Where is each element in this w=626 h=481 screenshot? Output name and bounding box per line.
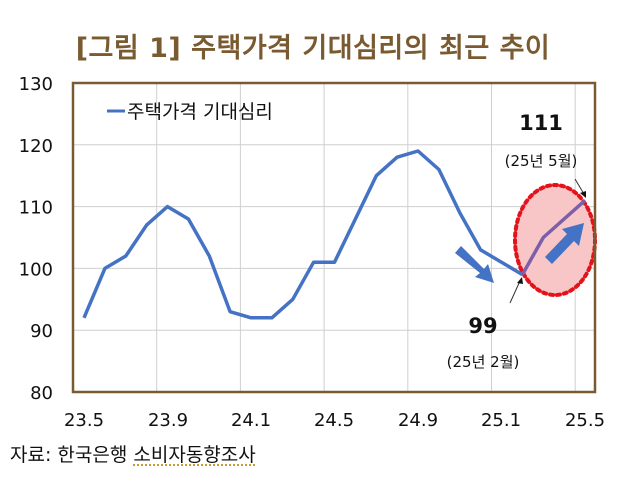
y-tick-label: 130 <box>19 74 53 95</box>
source-note: 자료: 한국은행 소비자동향조사 <box>10 440 256 467</box>
chart-title: [그림 1] 주택가격 기대심리의 최근 추이 <box>75 33 551 64</box>
low-value-label: 99 <box>468 314 497 338</box>
series-line-highlight <box>520 199 587 276</box>
legend: 주택가격 기대심리 <box>107 101 273 123</box>
low-date-label: (25년 2월) <box>447 353 520 371</box>
source-name: 소비자동향조사 <box>133 444 256 466</box>
plot-frame <box>71 81 597 394</box>
leader-line-peak <box>574 178 586 198</box>
peak-value-label: 111 <box>519 111 563 135</box>
x-tick-label: 23.9 <box>148 410 188 431</box>
y-tick-label: 100 <box>19 259 53 280</box>
leader-line-low <box>509 277 523 304</box>
up-trend-arrow-icon <box>545 223 584 264</box>
down-trend-arrow-icon <box>455 246 494 283</box>
peak-date-label: (25년 5월) <box>505 152 578 170</box>
y-tick-label: 110 <box>19 198 53 219</box>
y-tick-label: 120 <box>19 136 53 157</box>
y-axis-labels: 80 90 100 110 120 130 <box>19 74 53 404</box>
y-tick-label: 90 <box>30 321 53 342</box>
x-tick-label: 25.5 <box>565 410 605 431</box>
x-tick-label: 23.5 <box>64 410 104 431</box>
x-tick-label: 24.9 <box>398 410 438 431</box>
x-tick-label: 25.1 <box>481 410 521 431</box>
x-axis-labels: 23.5 23.9 24.1 24.5 24.9 25.1 25.5 <box>64 410 605 431</box>
legend-label: 주택가격 기대심리 <box>127 101 273 123</box>
source-prefix: 자료: 한국은행 <box>10 444 134 466</box>
x-tick-label: 24.5 <box>314 410 354 431</box>
series-line <box>82 149 524 320</box>
y-tick-label: 80 <box>30 383 53 404</box>
x-tick-label: 24.1 <box>231 410 271 431</box>
